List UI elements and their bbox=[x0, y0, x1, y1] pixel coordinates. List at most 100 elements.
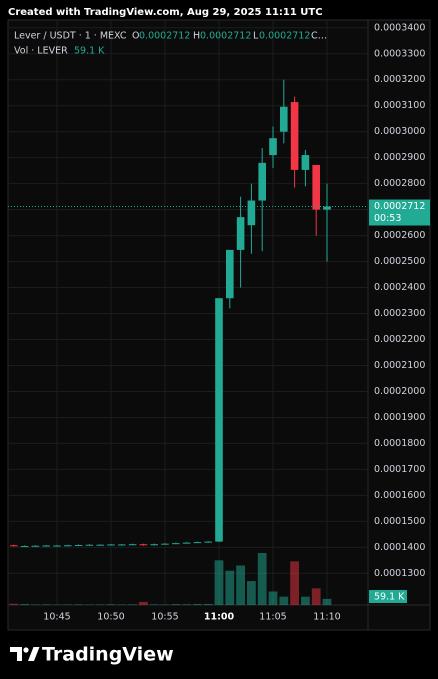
volume-bar bbox=[311, 588, 321, 605]
legend: Lever / USDT · 1 · MEXC O 0.0002712 H 0.… bbox=[14, 31, 327, 57]
volume-bar bbox=[128, 604, 137, 605]
candle-body bbox=[312, 164, 320, 210]
x-tick-label: 11:10 bbox=[313, 612, 340, 623]
countdown: 00:53 bbox=[374, 213, 401, 224]
brand-name: TradingView bbox=[42, 644, 174, 666]
y-tick-label: 0.0001700 bbox=[374, 464, 425, 475]
candle-body bbox=[85, 544, 94, 546]
logo-icon bbox=[10, 647, 22, 661]
volume-bar bbox=[203, 603, 213, 605]
ohlc-label: H bbox=[193, 31, 200, 42]
axes: 0.0001300 0.0001400 0.0001500 0.0001600 0.00… bbox=[43, 22, 430, 623]
candle-body bbox=[107, 544, 115, 546]
candle-body bbox=[139, 544, 148, 546]
y-tick-label: 0.0001500 bbox=[374, 516, 425, 527]
volume-name: Vol · LEVER bbox=[14, 46, 68, 57]
candle-body bbox=[215, 298, 223, 542]
candle-body bbox=[172, 543, 180, 545]
symbol: Lever / USDT · 1 · MEXC bbox=[14, 31, 127, 42]
volume-bar bbox=[20, 604, 29, 605]
y-tick-label: 0.0002200 bbox=[374, 334, 425, 345]
candle-body bbox=[118, 544, 126, 546]
volume-bar bbox=[31, 604, 40, 605]
watermark-header: Created with TradingView.com, Aug 29, 20… bbox=[8, 7, 323, 18]
y-tick-label: 0.0002900 bbox=[374, 152, 425, 163]
y-tick-label: 0.0002300 bbox=[374, 308, 425, 319]
candle-body bbox=[290, 102, 299, 170]
y-tick-label: 0.0001400 bbox=[374, 542, 425, 553]
candle-body bbox=[301, 155, 310, 170]
candle-body bbox=[226, 249, 234, 299]
y-tick-label: 0.0001600 bbox=[374, 490, 425, 501]
brand-logo: TradingView bbox=[10, 644, 174, 666]
ohlc-value: 0.0002712 bbox=[259, 31, 310, 42]
candle-body bbox=[269, 138, 277, 156]
candle-body bbox=[128, 544, 137, 546]
ohlc-label: L bbox=[253, 31, 259, 42]
x-tick-label: 11:05 bbox=[259, 612, 286, 623]
volume-bar bbox=[279, 596, 289, 605]
volume-bar bbox=[268, 591, 278, 605]
candle-body bbox=[258, 162, 266, 201]
volume-bar bbox=[225, 570, 235, 605]
volume-bar bbox=[74, 604, 83, 605]
y-tick-label: 0.0002100 bbox=[374, 360, 425, 371]
y-tick-label: 0.0003000 bbox=[374, 126, 425, 137]
candle-body bbox=[10, 545, 18, 547]
last-price-box bbox=[369, 199, 430, 226]
candle-body bbox=[53, 545, 61, 547]
candle-body bbox=[280, 106, 288, 132]
x-tick-label: 10:45 bbox=[43, 612, 70, 623]
y-tick-label: 0.0002000 bbox=[374, 386, 425, 397]
y-tick-label: 0.0003300 bbox=[374, 48, 425, 59]
x-tick-label: 10:55 bbox=[151, 612, 178, 623]
volume-label-box bbox=[369, 590, 407, 603]
y-tick-label: 0.0002500 bbox=[374, 256, 425, 267]
ohlc-label: O bbox=[132, 31, 139, 42]
candle-body bbox=[193, 542, 202, 544]
y-tick-label: 0.0001300 bbox=[374, 568, 425, 579]
volume-bar bbox=[182, 604, 191, 605]
candle-body bbox=[182, 542, 191, 544]
grid bbox=[8, 20, 368, 605]
candle-body bbox=[323, 206, 331, 210]
y-tick-label: 0.0002400 bbox=[374, 282, 425, 293]
volume-bar bbox=[171, 604, 181, 605]
candle-body bbox=[236, 217, 245, 250]
volume-bar bbox=[41, 604, 51, 605]
volume-bar bbox=[247, 581, 256, 605]
candle-body bbox=[31, 545, 40, 547]
y-tick-label: 0.0003400 bbox=[374, 22, 425, 33]
volume-bar bbox=[95, 604, 105, 605]
candle-body bbox=[96, 544, 104, 546]
volume-bar bbox=[139, 601, 148, 605]
candle-body bbox=[42, 545, 50, 547]
ohlc-label: C… bbox=[311, 31, 327, 42]
volume-bar bbox=[322, 598, 332, 605]
volume-value: 59.1 K bbox=[74, 46, 105, 57]
y-tick-label: 0.0001900 bbox=[374, 412, 425, 423]
y-tick-label: 0.0002800 bbox=[374, 178, 425, 189]
volume-bar bbox=[63, 604, 73, 605]
candle-body bbox=[161, 543, 169, 545]
y-tick-label: 0.0003100 bbox=[374, 100, 425, 111]
volume-bar bbox=[106, 604, 116, 605]
volume-bar bbox=[236, 565, 245, 605]
volume-bar bbox=[257, 553, 267, 605]
volume-bar bbox=[214, 560, 224, 605]
marks bbox=[8, 79, 368, 605]
candle-body bbox=[150, 544, 158, 546]
volume-bar bbox=[160, 604, 170, 605]
logo-icon bbox=[28, 647, 40, 661]
volume-bar bbox=[9, 603, 19, 605]
y-tick-label: 0.0003200 bbox=[374, 74, 425, 85]
y-tick-label: 0.0002600 bbox=[374, 230, 425, 241]
x-tick-label: 11:00 bbox=[204, 612, 235, 623]
x-tick-label: 10:50 bbox=[97, 612, 124, 623]
logo-icon bbox=[23, 647, 29, 653]
ohlc-value: 0.0002712 bbox=[200, 31, 251, 42]
last-price-label: 0.0002712 bbox=[374, 201, 425, 212]
candle-body bbox=[64, 545, 72, 547]
y-tick-label: 0.0001800 bbox=[374, 438, 425, 449]
